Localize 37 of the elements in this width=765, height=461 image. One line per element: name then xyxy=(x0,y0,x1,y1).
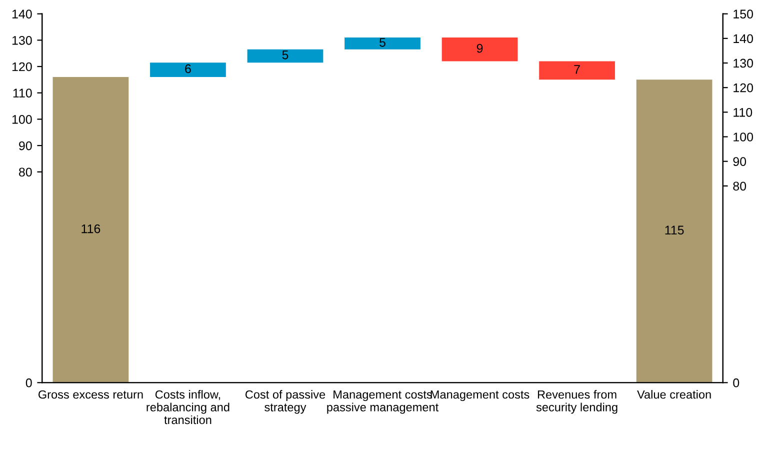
y-tick-label: 90 xyxy=(19,141,32,150)
y2-tick-label: 100 xyxy=(734,132,754,142)
data-label: 5 xyxy=(282,50,288,60)
bar xyxy=(52,77,129,383)
bar xyxy=(344,38,420,50)
y2-tick-label: 130 xyxy=(734,58,754,68)
y-tick-label: 120 xyxy=(12,62,32,72)
bar xyxy=(442,38,518,62)
bar xyxy=(150,62,226,78)
y2-tick-label: 110 xyxy=(734,108,752,117)
bar xyxy=(247,49,324,63)
y-tick-label: 110 xyxy=(13,88,32,98)
y-tick-label: 100 xyxy=(12,115,32,124)
data-label: 115 xyxy=(665,226,684,235)
y2-tick-label: 0 xyxy=(733,378,740,388)
bar xyxy=(636,80,712,383)
data-label: 5 xyxy=(380,38,386,47)
y-tick-label: 140 xyxy=(12,10,32,18)
x-tick-label: Revenues from security lending xyxy=(536,390,618,414)
y2-tick-label: 90 xyxy=(733,157,746,166)
y2-tick-label: 150 xyxy=(734,10,754,18)
data-label: 116 xyxy=(82,224,100,234)
x-tick-label: Costs inflow, rebalancing and transition xyxy=(146,390,230,424)
x-tick-label: Gross excess return xyxy=(38,390,143,399)
y2-tick-label: 80 xyxy=(733,182,746,191)
bar xyxy=(539,61,615,80)
y-tick-label: 80 xyxy=(18,168,32,177)
y-tick-label: 130 xyxy=(12,36,32,45)
data-label: 7 xyxy=(574,65,580,74)
data-label: 9 xyxy=(476,44,483,53)
y-tick-label: 0 xyxy=(26,378,32,388)
data-label: 6 xyxy=(185,64,191,74)
y2-tick-label: 140 xyxy=(734,34,754,44)
y2-tick-label: 120 xyxy=(734,83,754,92)
x-tick-label: Value creation xyxy=(637,390,711,399)
x-tick-label: Cost of passive strategy xyxy=(245,390,326,414)
x-tick-label: Management costs xyxy=(430,390,530,402)
